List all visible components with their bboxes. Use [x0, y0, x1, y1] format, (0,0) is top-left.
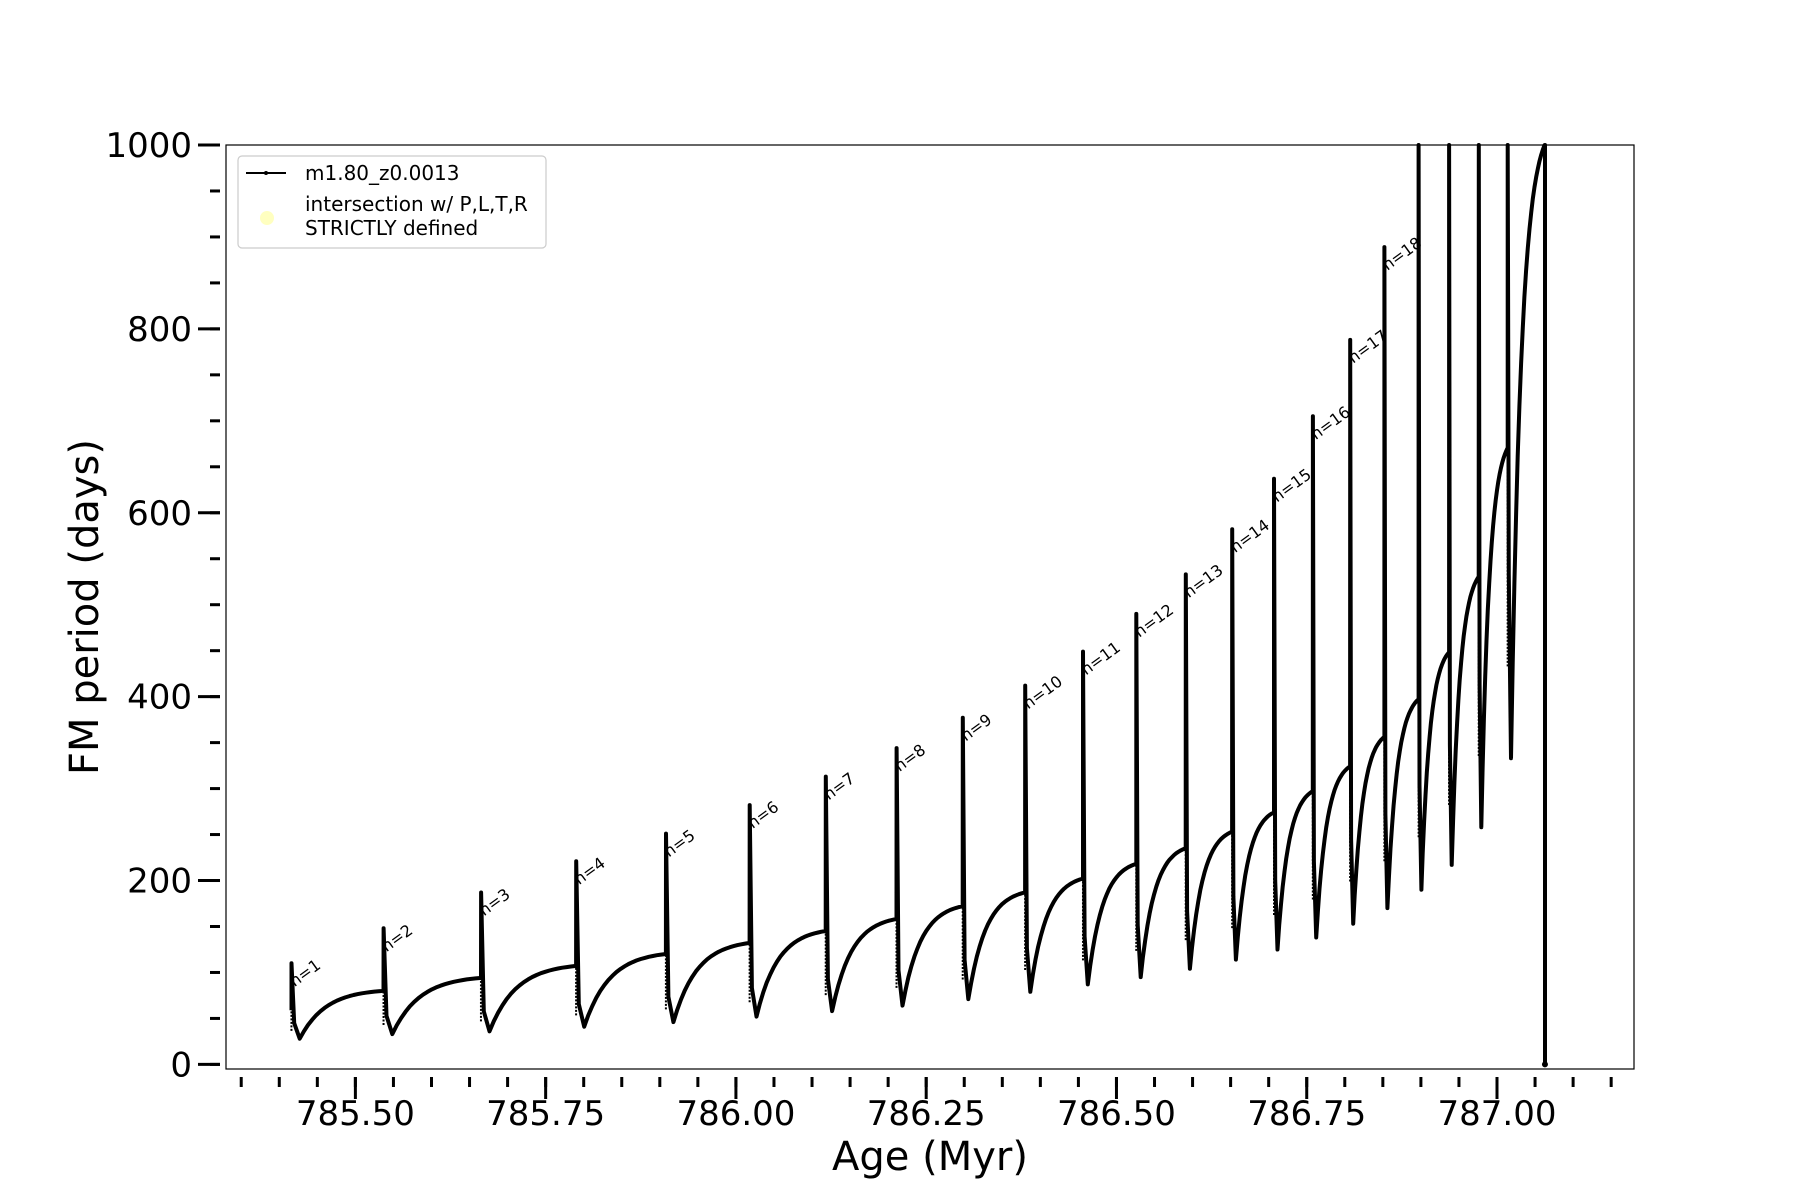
legend-marker-intersection: [260, 211, 274, 225]
y-tick-label: 200: [127, 862, 192, 902]
x-tick-label: 785.50: [296, 1094, 415, 1134]
plot-area: [226, 145, 1634, 1069]
y-tick-label: 600: [127, 494, 192, 534]
y-axis-label: FM period (days): [62, 439, 108, 775]
y-tick-label: 0: [170, 1045, 192, 1085]
series-end-point: [1542, 1061, 1548, 1067]
x-axis-label: Age (Myr): [832, 1134, 1028, 1180]
legend: m1.80_z0.0013 intersection w/ P,L,T,R ST…: [238, 156, 546, 248]
y-axis: 0 200 400 600 800 1000: [105, 126, 220, 1085]
y-tick-label: 1000: [105, 126, 192, 166]
x-tick-label: 786.00: [676, 1094, 795, 1134]
y-tick-label: 800: [127, 310, 192, 350]
x-tick-label: 785.75: [486, 1094, 605, 1134]
x-tick-label: 786.25: [867, 1094, 986, 1134]
x-tick-label: 786.50: [1057, 1094, 1176, 1134]
x-tick-label: 786.75: [1247, 1094, 1366, 1134]
y-tick-label: 400: [127, 678, 192, 718]
x-tick-label: 787.00: [1438, 1094, 1557, 1134]
x-axis: 785.50 785.75 786.00 786.25 786.50 786.75 787.…: [241, 1077, 1611, 1134]
legend-label-intersection-line1: intersection w/ P,L,T,R: [305, 192, 528, 216]
legend-label-intersection-line2: STRICTLY defined: [305, 216, 478, 240]
legend-label-series: m1.80_z0.0013: [305, 161, 460, 185]
legend-line-swatch-dot: [264, 171, 268, 175]
